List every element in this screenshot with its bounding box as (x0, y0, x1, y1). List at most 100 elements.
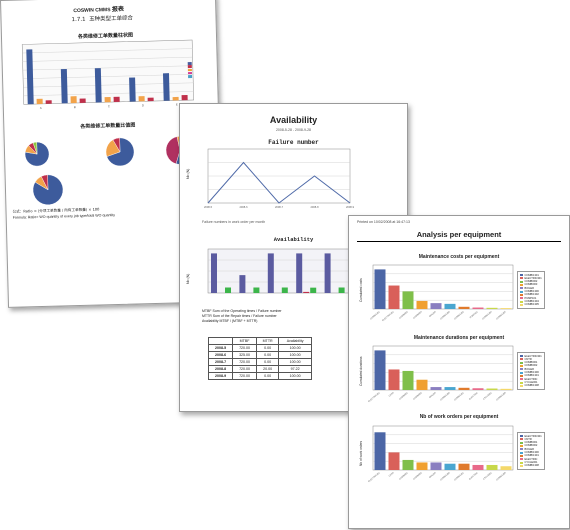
legend-swatch (520, 303, 523, 306)
tick-label: 2008-5 (204, 205, 213, 209)
legend-item: CNTR (520, 358, 542, 361)
tick-label: ELECTRIC301 (368, 392, 381, 403)
durations-bar-chart: ELECTRIC301 CNTR COMBI001 COMBI002 BOILER COM… (368, 345, 514, 403)
legend-item: COMBI1301 (520, 454, 542, 457)
legend-swatch (520, 448, 523, 451)
section-title-durations: Maintenance durations per equipment (413, 335, 505, 341)
bar (430, 387, 442, 390)
tick-label: B (74, 105, 76, 109)
legend-item: COMBI1300 (520, 290, 542, 293)
legend-swatch (520, 381, 523, 384)
bar (458, 306, 470, 309)
legend-item: COMBI1308 (520, 464, 542, 467)
legend-label: CYCLE001 (524, 460, 538, 464)
bar (444, 463, 456, 470)
tick-label: COMBI001 (399, 392, 409, 401)
legend-label: COMBI001 (524, 441, 538, 445)
tick-label: D (142, 103, 144, 107)
table-row: 2008-8 720.00 20.00 97.22 (207, 365, 312, 373)
legend-item: COMBI1301 (520, 374, 542, 377)
legend-item: COMBI002 (520, 444, 542, 447)
tick-label: COMBI1300 (440, 392, 451, 402)
legend-label: ELECTRIC301 (524, 276, 542, 280)
gridline (22, 65, 193, 71)
workorders-bar-chart: ELECTRIC301 CNTR COMBI001 COMBI002 BOILER COM… (368, 425, 514, 483)
bar (70, 96, 77, 104)
legend-label: ELECTRIC (524, 377, 538, 381)
legend-swatch (520, 374, 523, 377)
availability-bar-chart (207, 248, 351, 294)
legend-swatch (520, 361, 523, 364)
tick-label: C (108, 104, 110, 108)
legend-item: COMBI001 (520, 441, 542, 444)
legend-item: COMBI1300 (520, 451, 542, 454)
legend-label: COMBI1300 (524, 450, 539, 454)
bar (172, 96, 179, 101)
pie-slice (106, 137, 135, 167)
tick-label: CNTR (389, 392, 395, 398)
legend-label: COMBI1308 (524, 464, 539, 468)
bar (444, 303, 456, 309)
bar (26, 49, 34, 105)
legend-item: PUMP101 (520, 297, 542, 300)
legend-item: CNTR (520, 438, 542, 441)
durations-legend: ELECTRIC301 CNTR COMBI001 COMBI002 BOILER COM… (517, 352, 545, 390)
legend-item: COMBI1300 (520, 371, 542, 374)
bar (416, 462, 428, 470)
tick-label: COMBI002 (413, 392, 423, 401)
legend-swatch (520, 358, 523, 361)
legend-swatch (520, 458, 523, 461)
chart-title-bar: 各类维修工单数量柱状图 (77, 32, 134, 40)
tick-label: 2008-6 (239, 205, 248, 209)
tick-label: 2008-7 (275, 205, 284, 209)
legend-swatch (520, 441, 523, 444)
legend-item: ELECTRIC (520, 458, 542, 461)
tick-label: COMBI1301 (454, 392, 465, 402)
workorders-legend: ELECTRIC301 CNTR COMBI001 COMBI002 BOILER COM… (517, 432, 545, 470)
bar (500, 466, 512, 470)
legend-item: COMBI1301 (520, 274, 542, 277)
tick-label: ELECTRIC (469, 472, 479, 481)
legend-label: CNTR (524, 437, 532, 441)
pie-slice (165, 136, 181, 165)
tick-label: COMBI1300 (440, 311, 451, 321)
bar (500, 388, 512, 390)
bar (486, 464, 498, 470)
legend-swatch (520, 365, 523, 368)
pie-slice (40, 174, 49, 190)
chart-title-failures: Failure number (268, 139, 319, 146)
gridline (22, 48, 193, 54)
bar (444, 387, 456, 390)
legend-swatch (187, 71, 193, 75)
bar (402, 370, 414, 390)
legend-swatch (520, 451, 523, 454)
legend-swatch (520, 461, 523, 464)
legend-item: COMBI1304 (520, 300, 542, 303)
legend-swatch (520, 435, 523, 438)
tick-label: BOILER (429, 472, 437, 479)
legend-label: COMBI1305 (524, 303, 539, 307)
report-section-heading: 1.7.1 五种类型工单综合 (71, 15, 134, 24)
bar (253, 287, 260, 293)
bar (388, 285, 400, 309)
legend-label: COMBI1300 (524, 370, 539, 374)
bar (45, 100, 52, 104)
date-range: 2008-5-28 - 2008-9-28 (275, 128, 312, 132)
bar (374, 350, 386, 390)
bar (486, 307, 498, 309)
legend-label: CYCLE001 (524, 380, 538, 384)
legend-label: COMBI1300 (524, 289, 539, 293)
legend-swatch (520, 445, 523, 448)
bar (239, 275, 246, 293)
tick-label: COMBI1301 (454, 472, 465, 482)
bar (374, 432, 386, 470)
legend-label: COMBI1308 (524, 384, 539, 388)
bar (374, 269, 386, 309)
bar (310, 287, 317, 293)
legend-item: BOILER (520, 448, 542, 451)
legend-label: COMBI002 (524, 280, 538, 284)
bar (458, 463, 470, 470)
table-row: 2008-6 325.00 0.00 100.00 (207, 351, 312, 359)
legend-swatch (520, 293, 523, 296)
bar (104, 96, 111, 103)
